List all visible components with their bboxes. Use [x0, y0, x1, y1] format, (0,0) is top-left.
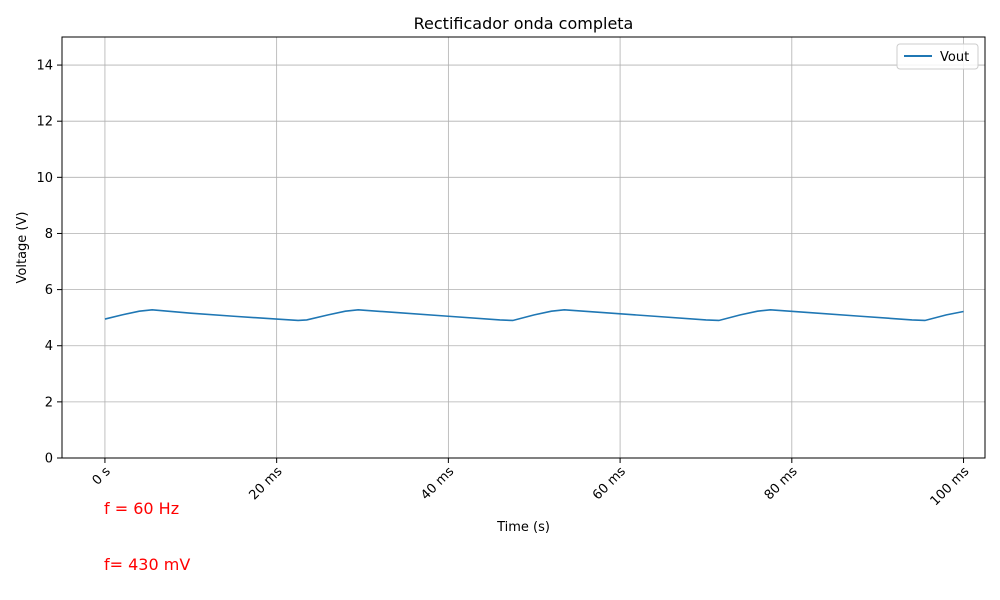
x-axis-label: Time (s): [496, 520, 550, 535]
series-layer: [104, 309, 964, 322]
x-tick-label: 20 ms: [247, 464, 286, 503]
grid: [62, 37, 985, 459]
annotation-frequency: f = 60 Hz: [104, 499, 179, 518]
y-tick-label: 6: [45, 283, 53, 298]
y-axis-label: Voltage (V): [15, 212, 30, 284]
y-tick-label: 0: [45, 452, 53, 467]
y-tick-label: 4: [45, 339, 53, 354]
y-axis: 0 2 4 6 8 10 12 14: [36, 59, 62, 467]
series-line-vout: [104, 309, 964, 322]
x-tick-label: 60 ms: [590, 464, 629, 503]
legend-box: [896, 43, 979, 70]
plot-frame: [61, 36, 986, 459]
x-tick-label: 100 ms: [928, 464, 973, 509]
y-tick-label: 12: [36, 115, 53, 130]
annotation-voltage: f= 430 mV: [104, 555, 190, 574]
y-tick-label: 14: [36, 59, 53, 74]
y-tick-label: 10: [36, 171, 53, 186]
x-axis: 0 s 20 ms 40 ms 60 ms 80 ms 100 ms: [90, 458, 973, 509]
y-tick-label: 8: [45, 227, 53, 242]
chart-title: Rectificador onda completa: [414, 14, 634, 33]
x-tick-label: 40 ms: [418, 464, 457, 503]
x-tick-label: 80 ms: [762, 464, 801, 503]
legend: Vout: [896, 43, 979, 70]
x-tick-label: 0 s: [90, 464, 114, 488]
y-tick-label: 2: [45, 395, 53, 410]
legend-label-vout: Vout: [940, 50, 969, 65]
